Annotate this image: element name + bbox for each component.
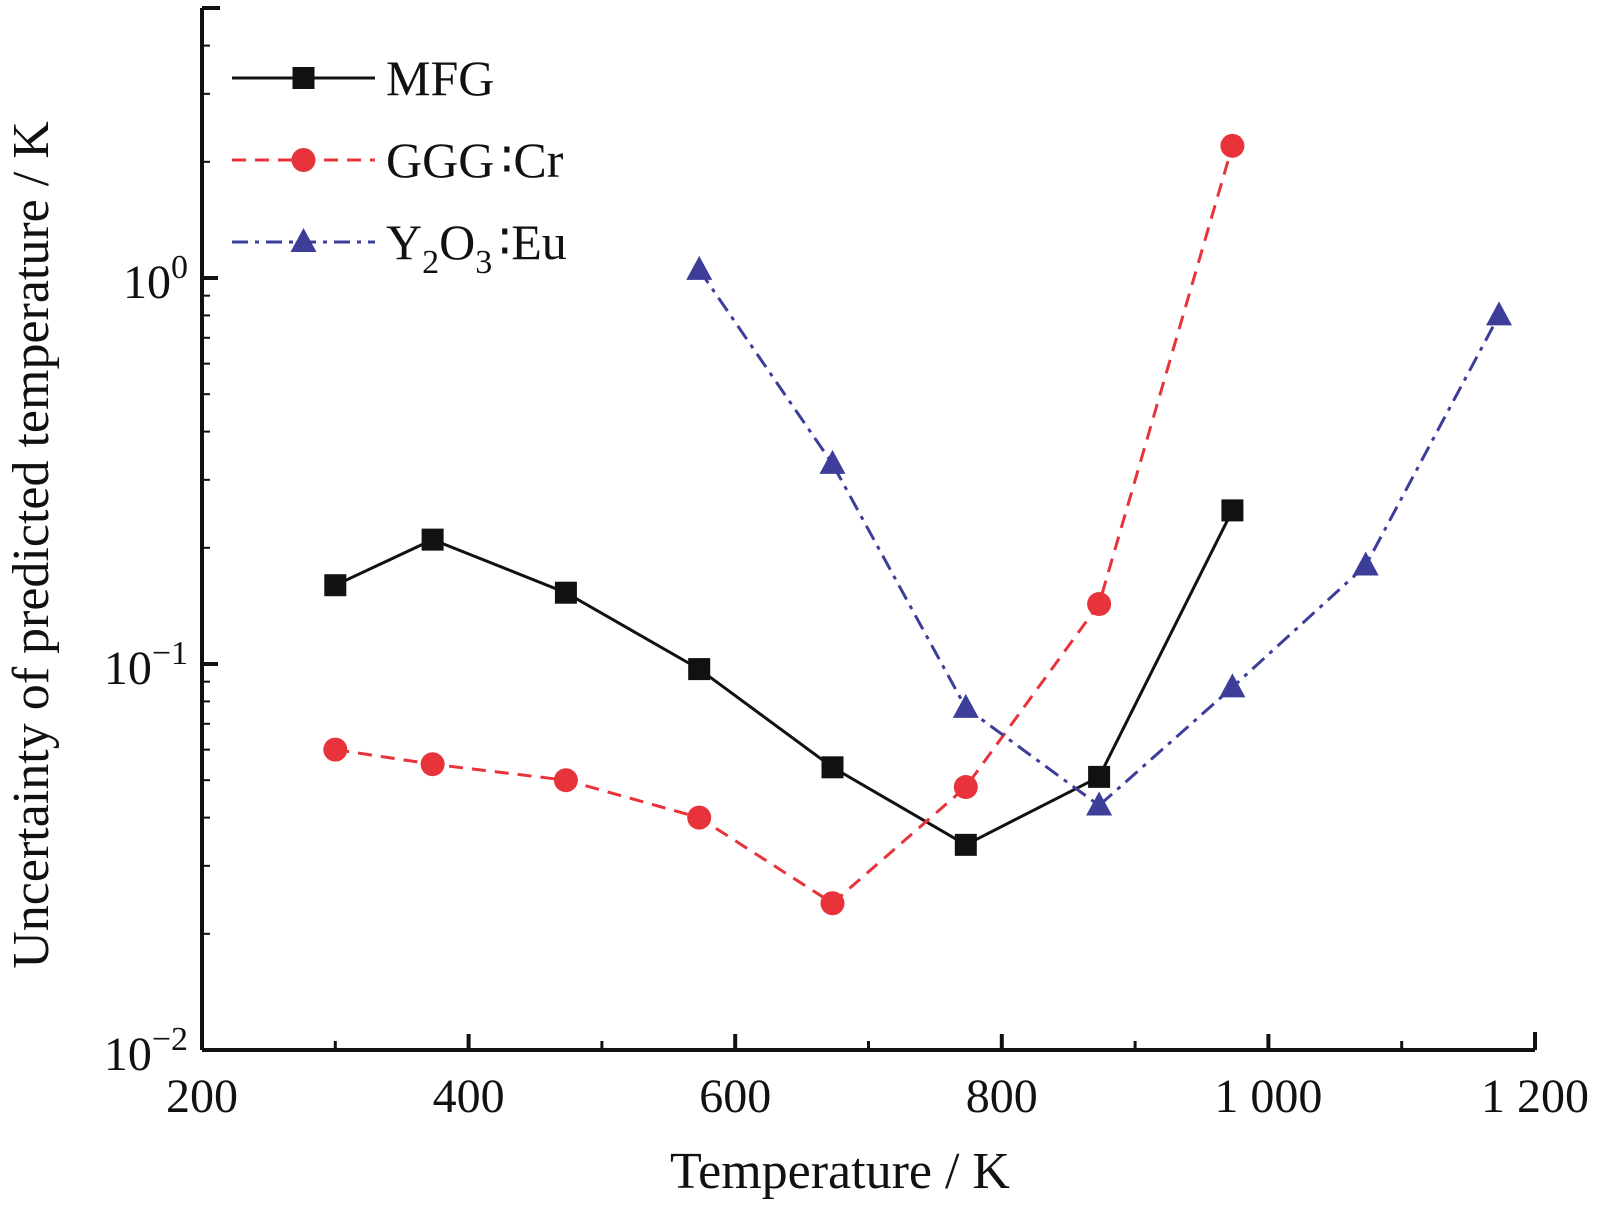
data-point-2: [952, 693, 979, 718]
legend-marker-1: [291, 148, 316, 172]
y-tick-exponent: −2: [152, 1021, 188, 1058]
data-point-1: [1087, 592, 1112, 617]
data-point-2: [1086, 791, 1113, 816]
x-tick-label: 1 000: [1214, 1070, 1322, 1123]
legend-text: ∶: [500, 132, 513, 188]
legend-subscript: 2: [422, 244, 439, 281]
data-point-1: [1220, 133, 1245, 158]
data-point-0: [821, 756, 844, 779]
y-tick-base: 10: [104, 642, 152, 695]
data-point-2: [1486, 301, 1513, 326]
legend-text: ∶: [498, 214, 511, 270]
series-markers: [323, 133, 1513, 916]
data-point-1: [420, 752, 445, 777]
data-point-2: [1352, 551, 1379, 576]
y-tick-label: 100: [123, 249, 188, 309]
legend-text: O: [439, 214, 475, 270]
data-point-2: [1219, 673, 1246, 698]
data-point-0: [1221, 499, 1244, 522]
data-point-1: [323, 737, 348, 762]
series-line-2: [697, 268, 1501, 808]
legend-marker-2: [290, 228, 317, 252]
data-point-1: [553, 768, 578, 793]
legend-text: Cr: [513, 132, 563, 188]
series-lines: [334, 145, 1501, 906]
x-axis-title: Temperature / K: [670, 1143, 1010, 1200]
data-point-0: [954, 833, 977, 856]
data-point-2: [686, 255, 713, 280]
legend-text: Y: [386, 214, 422, 270]
data-point-0: [554, 581, 577, 604]
y-tick-base: 10: [123, 256, 171, 309]
y-tick-exponent: −1: [152, 635, 188, 672]
legend-text: MFG: [386, 50, 494, 106]
legend-label-0: MFG: [386, 50, 494, 106]
x-tick-label: 1 200: [1481, 1070, 1589, 1123]
y-tick-label: 10−2: [104, 1021, 188, 1081]
y-tick-exponent: 0: [171, 249, 188, 286]
y-tick-base: 10: [104, 1028, 152, 1081]
data-point-0: [324, 574, 347, 597]
legend-label-2: Y2O3 ∶Eu: [386, 214, 567, 281]
x-tick-label: 200: [166, 1070, 238, 1123]
data-point-0: [421, 528, 444, 551]
data-point-0: [1088, 765, 1111, 788]
legend-text: Eu: [511, 214, 567, 270]
x-tick-label: 800: [966, 1070, 1038, 1123]
x-tick-label: 400: [433, 1070, 505, 1123]
x-tick-label: 600: [699, 1070, 771, 1123]
y-axis-title: Uncertainty of predicted temperature / K: [3, 121, 60, 969]
data-point-1: [953, 775, 978, 800]
data-point-2: [819, 449, 846, 474]
legend-text: GGG: [386, 132, 494, 188]
legend-label-1: GGG ∶Cr: [386, 132, 564, 188]
legend-marker-0: [292, 67, 315, 89]
y-tick-label: 10−1: [104, 635, 188, 695]
data-point-1: [687, 805, 712, 830]
data-point-1: [820, 891, 845, 916]
legend-subscript: 3: [475, 244, 492, 281]
series-line-1: [335, 145, 1234, 906]
data-point-0: [688, 658, 711, 681]
